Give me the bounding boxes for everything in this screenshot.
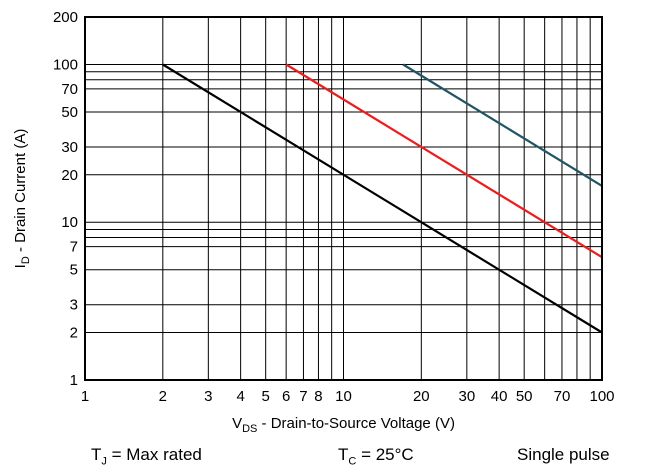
y-tick-label: 7 [70, 239, 78, 256]
x-tick-label: 4 [236, 388, 244, 405]
footer-pulse: Single pulse [517, 445, 610, 465]
grid [84, 16, 603, 381]
y-tick-label: 10 [61, 214, 78, 231]
x-tick-label: 1 [81, 388, 89, 405]
x-tick-label: 20 [413, 388, 430, 405]
x-tick-label: 70 [554, 388, 571, 405]
y-axis-label-sub: D [20, 256, 32, 264]
y-tick-label: 5 [70, 262, 78, 279]
footer-pulse-label: Single pulse [517, 445, 610, 464]
x-tick-label: 50 [516, 388, 533, 405]
y-tick-label: 20 [61, 167, 78, 184]
y-tick-label: 200 [53, 9, 78, 26]
x-tick-label: 40 [491, 388, 508, 405]
y-tick-labels: 1 2 3 5 7 10 20 30 50 70 100 200 [53, 9, 78, 389]
y-tick-label: 2 [70, 325, 78, 342]
x-axis-label: VDS - Drain-to-Source Voltage (V) [232, 415, 455, 435]
soa-chart: 1 2 3 4 5 6 7 8 10 20 30 40 50 70 100 1235710203050701… [12, 9, 615, 435]
x-tick-label: 2 [159, 388, 167, 405]
x-axis-label-prefix: V [232, 415, 242, 432]
y-tick-label: 70 [61, 81, 78, 98]
x-tick-label: 7 [299, 388, 307, 405]
x-tick-label: 3 [204, 388, 212, 405]
x-tick-label: 8 [314, 388, 322, 405]
y-tick-label: 30 [61, 139, 78, 156]
footer-tc-prefix: T [338, 445, 349, 464]
y-axis-label: ID - Drain Current (A) [12, 129, 32, 269]
x-axis-label-rest: - Drain-to-Source Voltage (V) [257, 415, 455, 432]
x-tick-label: 10 [335, 388, 352, 405]
x-tick-label: 6 [282, 388, 290, 405]
y-tick-label: 100 [53, 56, 78, 73]
footer-tj: TJ = Max rated [91, 445, 202, 467]
footer-tc-sub: C [348, 455, 357, 468]
footer-tc-rest: = 25°C [356, 445, 414, 464]
footer-tj-sub: J [101, 455, 107, 468]
y-tick-label: 1 [70, 372, 78, 389]
y-axis-label-rest: - Drain Current (A) [12, 129, 29, 257]
series-line-3 [402, 63, 603, 187]
footer-tj-rest: = Max rated [106, 445, 202, 464]
y-tick-label: 50 [61, 104, 78, 121]
series-line-1 [162, 63, 603, 334]
x-tick-label: 30 [458, 388, 475, 405]
x-tick-labels: 1 2 3 4 5 6 7 8 10 20 30 40 50 70 100 [81, 388, 615, 405]
y-axis-label-prefix: I [12, 264, 29, 268]
plot-frame [84, 16, 603, 381]
x-tick-label: 5 [262, 388, 270, 405]
y-tick-label: 3 [70, 297, 78, 314]
x-axis-label-sub: DS [242, 423, 257, 435]
series-lines [162, 63, 603, 334]
footer-tc: TC = 25°C [338, 445, 414, 467]
x-tick-label: 100 [589, 388, 614, 405]
footer-tj-prefix: T [91, 445, 102, 464]
series-line-2 [285, 63, 603, 259]
